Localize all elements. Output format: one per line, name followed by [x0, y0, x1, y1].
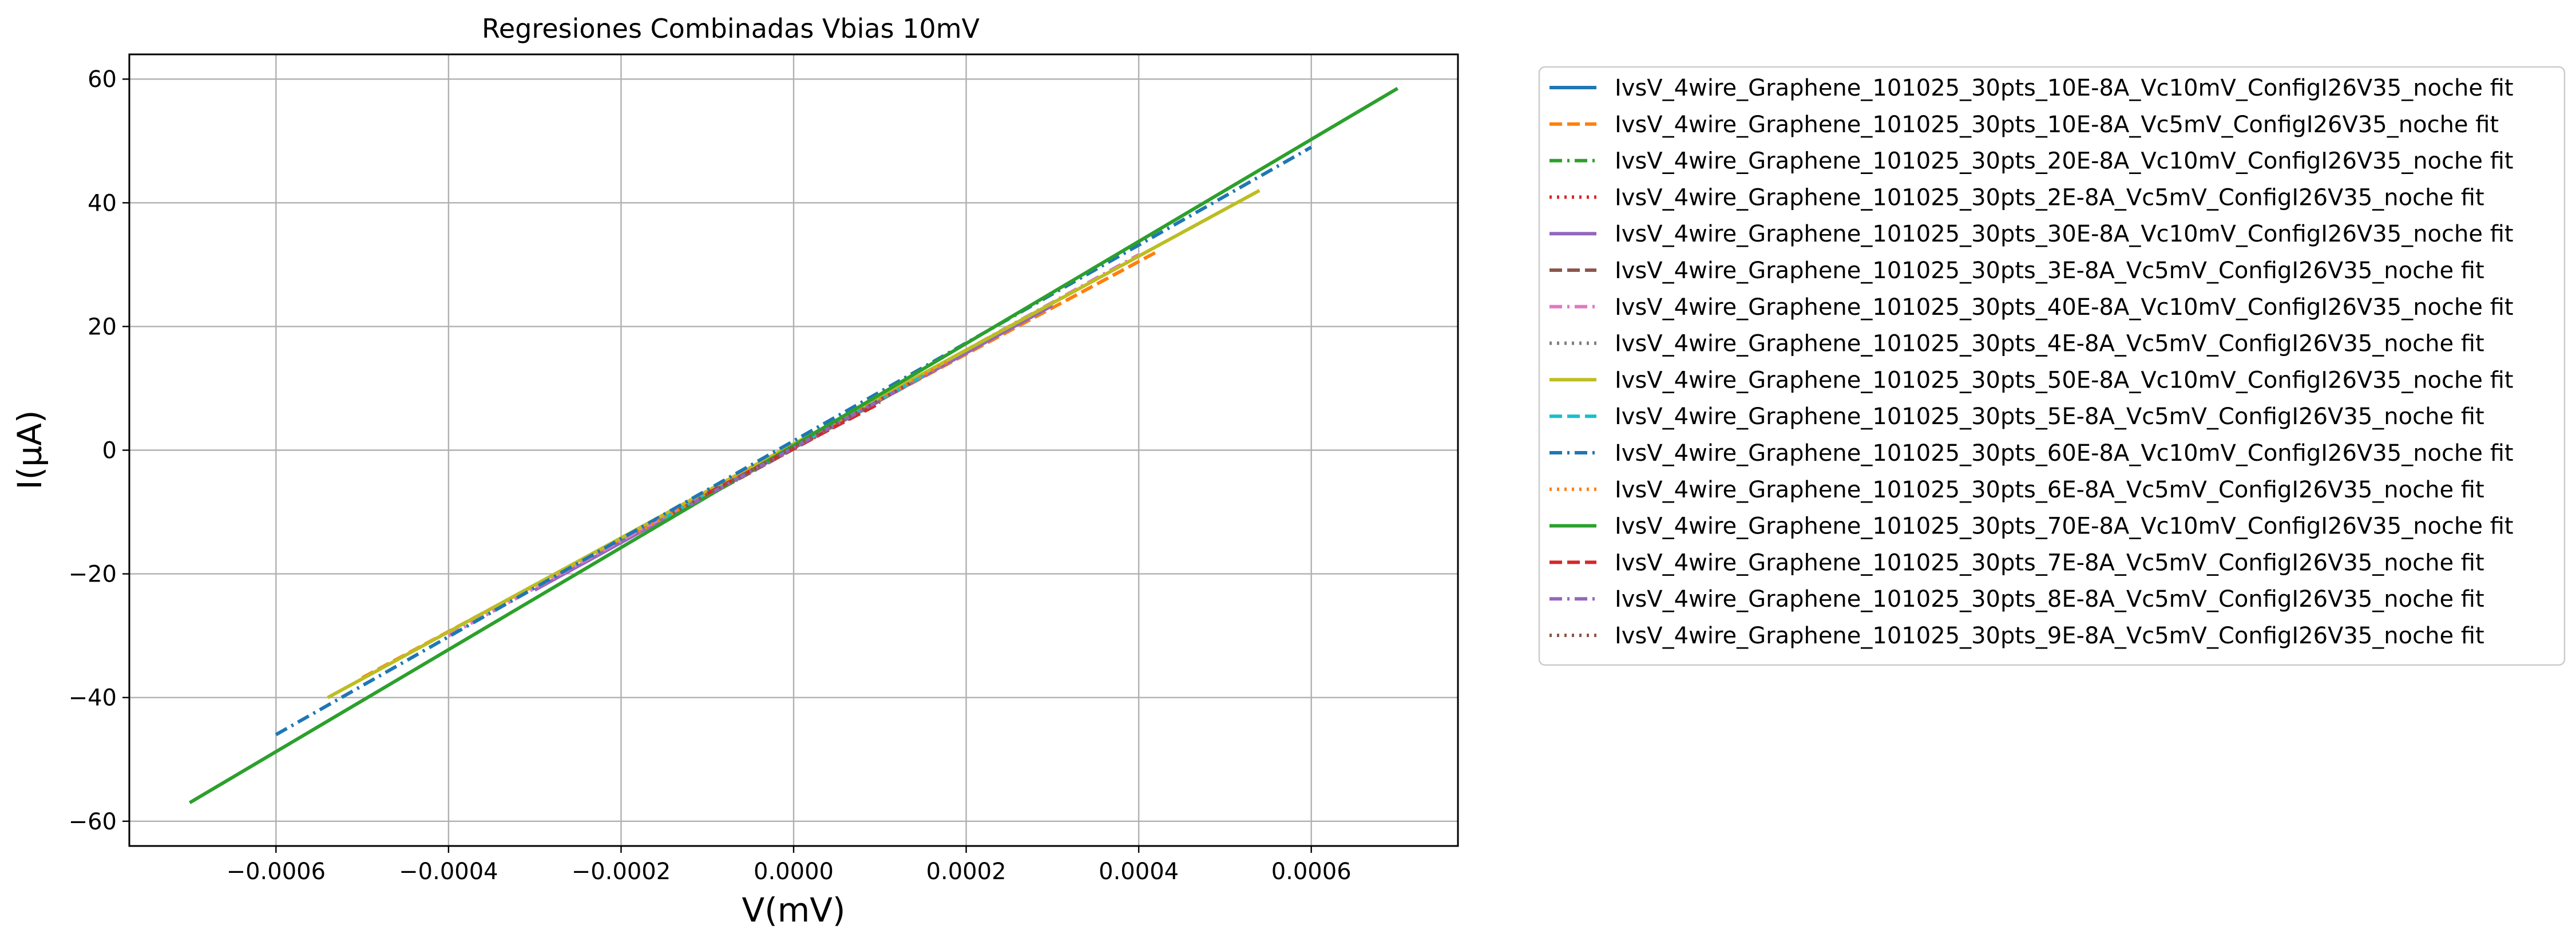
y-axis-label: I(µA): [10, 410, 49, 490]
axis-ticks: −0.0006 −0.0004 −0.0002 0.0000 0.0002 0.0004 0…: [69, 66, 1352, 885]
series-line-14: [706, 401, 881, 495]
legend-label: IvsV_4wire_Graphene_101025_30pts_20E-8A_…: [1615, 148, 2514, 175]
legend-label: IvsV_4wire_Graphene_101025_30pts_70E-8A_…: [1615, 513, 2514, 540]
y-tick-label: 20: [88, 314, 117, 340]
legend-label: IvsV_4wire_Graphene_101025_30pts_6E-8A_V…: [1615, 477, 2484, 503]
x-tick-label: 0.0004: [1099, 859, 1179, 885]
x-tick-label: 0.0000: [754, 859, 834, 885]
series-line-13: [188, 86, 1399, 804]
y-tick-label: −40: [69, 685, 117, 711]
series-line-11: [275, 145, 1313, 737]
legend-label: IvsV_4wire_Graphene_101025_30pts_5E-8A_V…: [1615, 404, 2484, 430]
legend-box: [1538, 66, 2566, 666]
x-tick-label: −0.0004: [399, 859, 498, 885]
legend-label: IvsV_4wire_Graphene_101025_30pts_10E-8A_…: [1615, 75, 2514, 101]
y-tick-label: 60: [88, 66, 117, 93]
legend-label: IvsV_4wire_Graphene_101025_30pts_2E-8A_V…: [1615, 184, 2484, 211]
chart-title: Regresiones Combinadas Vbias 10mV: [482, 13, 980, 44]
x-tick-label: −0.0006: [227, 859, 326, 885]
legend-label: IvsV_4wire_Graphene_101025_30pts_10E-8A_…: [1615, 112, 2499, 138]
y-tick-label: 0: [102, 438, 117, 464]
legend: IvsV_4wire_Graphene_101025_30pts_10E-8A_…: [1538, 66, 2566, 666]
legend-label: IvsV_4wire_Graphene_101025_30pts_7E-8A_V…: [1615, 549, 2484, 576]
legend-label: IvsV_4wire_Graphene_101025_30pts_8E-8A_V…: [1615, 586, 2484, 612]
legend-label: IvsV_4wire_Graphene_101025_30pts_4E-8A_V…: [1615, 331, 2484, 357]
y-tick-label: −60: [69, 809, 117, 835]
y-tick-label: −20: [69, 562, 117, 588]
y-tick-label: 40: [88, 190, 117, 216]
x-axis-label: V(mV): [742, 891, 845, 930]
x-tick-label: −0.0002: [572, 859, 671, 885]
legend-label: IvsV_4wire_Graphene_101025_30pts_9E-8A_V…: [1615, 623, 2484, 649]
x-tick-label: 0.0002: [926, 859, 1006, 885]
legend-label: IvsV_4wire_Graphene_101025_30pts_60E-8A_…: [1615, 440, 2514, 466]
plot-lines: [188, 86, 1399, 804]
x-tick-label: 0.0006: [1271, 859, 1352, 885]
legend-label: IvsV_4wire_Graphene_101025_30pts_40E-8A_…: [1615, 294, 2514, 321]
legend-label: IvsV_4wire_Graphene_101025_30pts_3E-8A_V…: [1615, 258, 2484, 284]
legend-label: IvsV_4wire_Graphene_101025_30pts_50E-8A_…: [1615, 367, 2514, 393]
series-line-16: [672, 379, 916, 515]
legend-label: IvsV_4wire_Graphene_101025_30pts_30E-8A_…: [1615, 221, 2514, 247]
